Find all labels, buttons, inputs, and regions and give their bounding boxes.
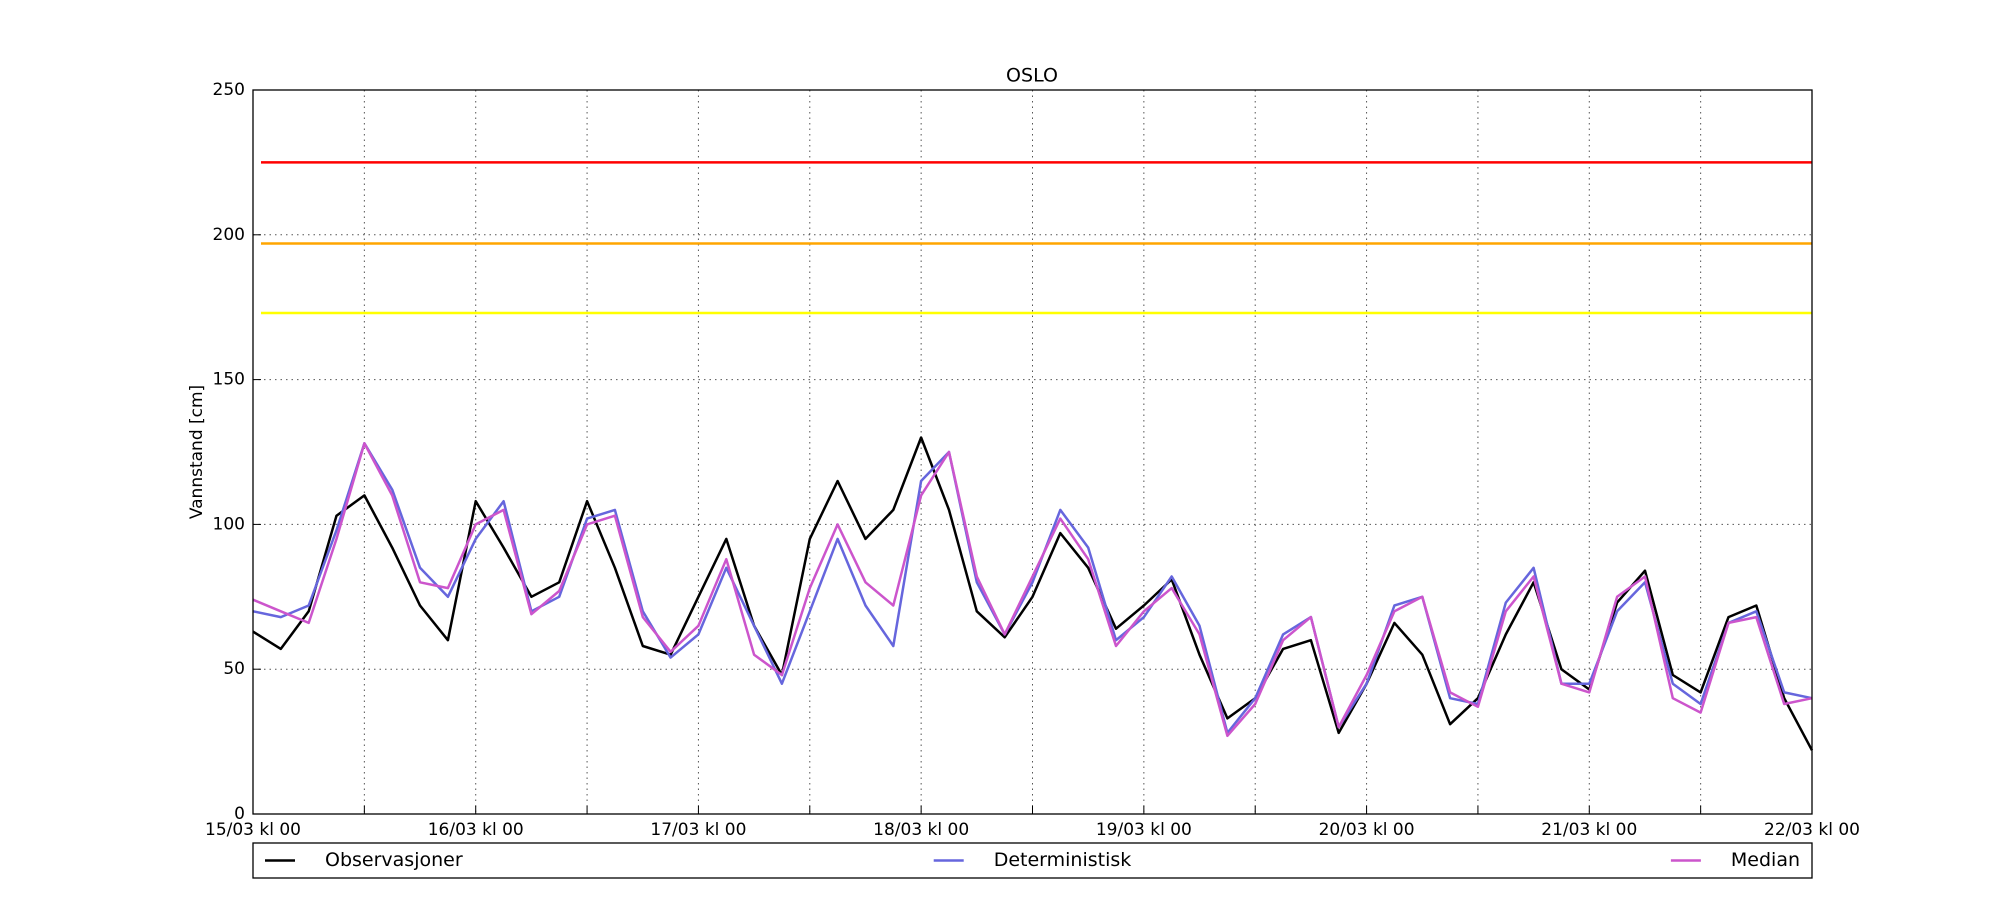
y-axis-label: Vannstand [cm]	[187, 385, 207, 519]
x-tick-label: 20/03 kl 00	[1319, 820, 1415, 840]
chart-title: OSLO	[1006, 65, 1058, 87]
y-tick-label: 50	[223, 659, 245, 679]
y-tick-label: 200	[213, 225, 245, 245]
y-tick-label: 150	[213, 370, 245, 390]
series-line	[252, 442, 1813, 738]
x-tick-label: 17/03 kl 00	[650, 820, 746, 840]
x-tick-label: 16/03 kl 00	[428, 820, 524, 840]
y-tick-label: 100	[213, 514, 245, 534]
legend-box	[252, 842, 1813, 879]
x-tick-label: 22/03 kl 00	[1764, 820, 1860, 840]
series-line	[252, 436, 1814, 751]
legend-label: Observasjoner	[325, 849, 463, 871]
x-tick-label: 19/03 kl 00	[1096, 820, 1192, 840]
plot-frame	[252, 89, 1813, 815]
legend-label: Deterministisk	[994, 849, 1132, 871]
x-tick-label: 15/03 kl 00	[205, 820, 301, 840]
x-tick-label: 21/03 kl 00	[1541, 820, 1637, 840]
y-tick-label: 250	[213, 80, 245, 100]
y-tick-label: 0	[234, 804, 245, 824]
x-tick-label: 18/03 kl 00	[873, 820, 969, 840]
legend-label: Median	[1731, 849, 1800, 871]
